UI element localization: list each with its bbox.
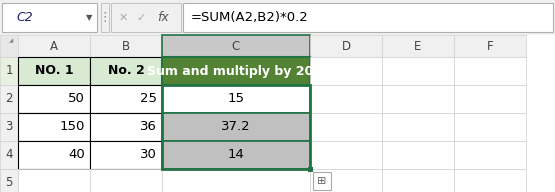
Text: 30: 30 xyxy=(140,148,157,161)
Bar xyxy=(162,57,310,85)
Bar xyxy=(382,85,454,113)
Bar xyxy=(0,85,18,113)
Bar xyxy=(382,169,454,192)
Text: fx: fx xyxy=(157,11,169,24)
Bar xyxy=(454,35,526,57)
Bar xyxy=(90,57,162,85)
Text: =SUM(A2,B2)*0.2: =SUM(A2,B2)*0.2 xyxy=(191,11,309,24)
Bar xyxy=(0,113,18,141)
Bar xyxy=(454,57,526,85)
Text: E: E xyxy=(415,40,422,52)
Text: 15: 15 xyxy=(228,93,245,105)
Text: Sum and multiply by 20%: Sum and multiply by 20% xyxy=(147,65,325,78)
Bar xyxy=(162,35,310,57)
Bar xyxy=(90,141,162,169)
Bar xyxy=(2,3,97,32)
Bar xyxy=(90,35,162,57)
Bar xyxy=(382,35,454,57)
Text: 50: 50 xyxy=(68,93,85,105)
Bar xyxy=(183,3,553,32)
Bar xyxy=(454,113,526,141)
Bar xyxy=(310,57,382,85)
Bar xyxy=(310,35,382,57)
Bar xyxy=(162,85,310,169)
Text: ⊞: ⊞ xyxy=(317,176,327,186)
Text: C2: C2 xyxy=(16,11,33,24)
Text: F: F xyxy=(487,40,493,52)
Text: ◢: ◢ xyxy=(9,38,13,43)
Bar xyxy=(162,113,310,141)
Text: 25: 25 xyxy=(140,93,157,105)
Bar xyxy=(0,169,18,192)
Text: 1: 1 xyxy=(5,65,13,78)
Bar xyxy=(0,141,18,169)
Text: B: B xyxy=(122,40,130,52)
Bar xyxy=(454,169,526,192)
Text: 150: 150 xyxy=(59,121,85,133)
Bar xyxy=(18,85,90,113)
Bar xyxy=(111,3,181,32)
Text: 37.2: 37.2 xyxy=(221,121,251,133)
Bar xyxy=(382,113,454,141)
Bar xyxy=(0,35,555,192)
Text: A: A xyxy=(50,40,58,52)
Bar xyxy=(18,35,90,57)
Bar xyxy=(90,85,162,113)
Bar xyxy=(90,113,162,141)
Text: 4: 4 xyxy=(5,148,13,161)
Text: C: C xyxy=(232,40,240,52)
Bar xyxy=(310,113,382,141)
Text: NO. 1: NO. 1 xyxy=(34,65,73,78)
Bar xyxy=(310,141,382,169)
Text: 40: 40 xyxy=(68,148,85,161)
Bar xyxy=(454,141,526,169)
Text: ⋮: ⋮ xyxy=(99,11,111,24)
Bar xyxy=(18,113,90,141)
Bar xyxy=(0,57,18,85)
Bar xyxy=(162,141,310,169)
Bar xyxy=(90,169,162,192)
Bar xyxy=(310,85,382,113)
Bar xyxy=(0,169,18,192)
Bar xyxy=(101,3,109,32)
Bar xyxy=(18,169,90,192)
Text: ✕: ✕ xyxy=(118,12,128,22)
Text: 36: 36 xyxy=(140,121,157,133)
Bar xyxy=(162,169,310,192)
Text: 14: 14 xyxy=(228,148,244,161)
Bar xyxy=(0,35,18,57)
Text: D: D xyxy=(341,40,351,52)
Bar xyxy=(162,85,310,113)
Bar xyxy=(308,167,313,172)
Bar xyxy=(18,141,90,169)
Bar xyxy=(454,85,526,113)
Text: No. 2: No. 2 xyxy=(108,65,144,78)
Bar xyxy=(313,172,331,190)
Text: 3: 3 xyxy=(6,121,13,133)
Bar xyxy=(382,57,454,85)
Bar xyxy=(382,141,454,169)
Text: ▼: ▼ xyxy=(86,13,92,22)
Text: 2: 2 xyxy=(5,93,13,105)
Text: ✓: ✓ xyxy=(137,12,145,22)
Bar xyxy=(0,0,555,35)
Text: 5: 5 xyxy=(6,176,13,190)
Bar xyxy=(18,57,90,85)
Bar xyxy=(310,169,382,192)
